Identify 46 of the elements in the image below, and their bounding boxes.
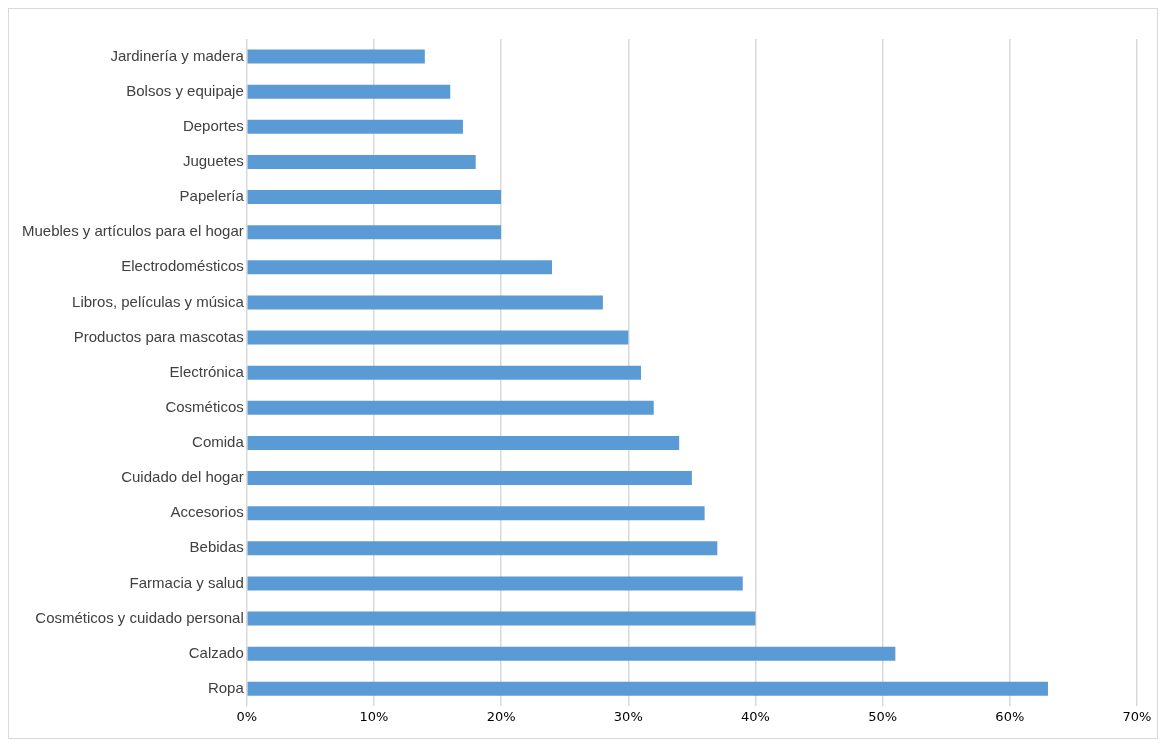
y-tick-label: Deportes (182, 116, 244, 134)
bar (247, 611, 756, 626)
x-tick-label: 10% (359, 708, 389, 724)
x-tick-label: 30% (613, 708, 643, 724)
bar (247, 119, 463, 134)
y-tick-label: Bolsos y equipaje (126, 81, 244, 99)
bar (247, 295, 603, 310)
y-tick-label: Accesorios (170, 503, 244, 521)
y-tick-label: Electrónica (169, 362, 245, 380)
x-tick-label: 0% (236, 708, 258, 724)
bar (247, 576, 743, 591)
y-tick-label: Comida (192, 433, 245, 451)
bar (247, 400, 654, 415)
bar (247, 49, 425, 64)
x-tick-label: 20% (486, 708, 516, 724)
bar (247, 190, 502, 205)
bar (247, 435, 680, 450)
y-tick-label: Jardinería y madera (110, 46, 245, 64)
y-tick-label: Bebidas (189, 538, 244, 556)
y-tick-label: Farmacia y salud (129, 573, 244, 591)
bar (247, 84, 451, 99)
bar (247, 154, 476, 169)
y-tick-label: Juguetes (182, 152, 244, 170)
y-tick-label: Muebles y artículos para el hogar (21, 222, 244, 240)
bar (247, 471, 692, 486)
y-tick-label: Ropa (207, 678, 245, 696)
y-tick-label: Cuidado del hogar (121, 468, 244, 486)
bar (247, 681, 1048, 696)
y-tick-label: Productos para mascotas (73, 327, 244, 345)
bar (247, 365, 642, 380)
bar (247, 330, 629, 345)
y-tick-label: Cosméticos (165, 397, 244, 415)
bar (247, 225, 502, 240)
x-tick-label: 40% (741, 708, 770, 724)
x-tick-label: 50% (868, 708, 898, 724)
y-tick-label: Calzado (188, 643, 244, 661)
y-tick-label: Electrodomésticos (121, 257, 244, 275)
y-tick-label: Libros, películas y música (72, 292, 245, 310)
bar (247, 646, 896, 661)
bar (247, 260, 552, 275)
y-tick-label: Papelería (179, 187, 245, 205)
bar (247, 541, 718, 556)
bar (247, 506, 705, 521)
x-tick-label: 70% (1122, 708, 1152, 724)
x-tick-label: 60% (995, 708, 1025, 724)
y-tick-label: Cosméticos y cuidado personal (35, 608, 244, 626)
